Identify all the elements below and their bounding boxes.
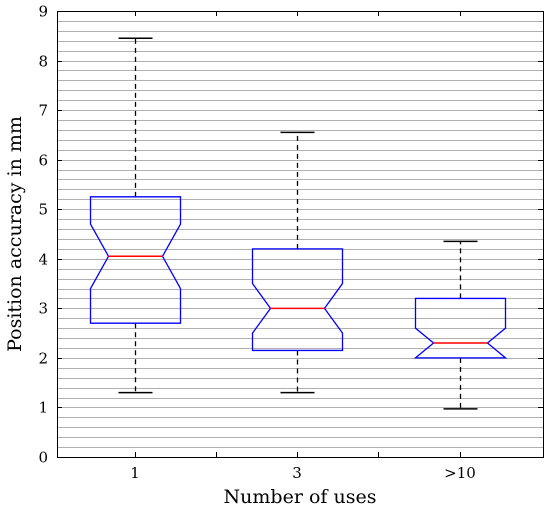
plot-frame <box>57 11 544 458</box>
box-2 <box>251 131 344 394</box>
x-axis-label: Number of uses <box>224 486 377 508</box>
notched-box <box>413 297 508 359</box>
y-tick-label: 9 <box>38 3 48 21</box>
y-tick-label: 4 <box>38 251 48 269</box>
box-1 <box>89 37 182 394</box>
y-tick-label: 1 <box>38 399 48 417</box>
y-tick-label: 2 <box>38 350 48 368</box>
y-tick-label: 5 <box>38 201 48 219</box>
y-tick-label: 3 <box>38 300 48 318</box>
axis-ticks: 0 1 2 3 4 5 6 7 8 9 1 3 >10 <box>38 3 543 482</box>
x-tick-label: 3 <box>292 464 302 482</box>
x-tick-label: >10 <box>444 464 476 482</box>
grid-lines <box>57 21 543 448</box>
boxes <box>89 37 508 410</box>
y-tick-label: 8 <box>38 53 48 71</box>
x-tick-label: 1 <box>130 464 140 482</box>
notched-box <box>251 248 344 352</box>
y-axis-label: Position accuracy in mm <box>4 116 26 352</box>
notched-box <box>89 196 182 324</box>
y-tick-label: 6 <box>38 152 48 170</box>
y-tick-label: 0 <box>38 449 48 467</box>
box-3 <box>413 240 508 410</box>
y-tick-label: 7 <box>38 102 48 120</box>
